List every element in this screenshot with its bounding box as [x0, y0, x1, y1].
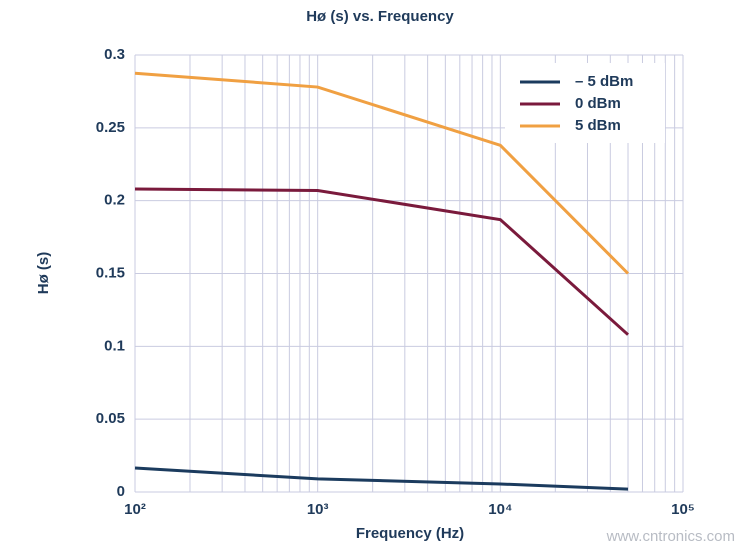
- y-tick-label: 0.1: [104, 337, 125, 354]
- legend-label: – 5 dBm: [575, 73, 633, 90]
- line: [134, 71, 630, 275]
- x-tick-label: 10²: [124, 501, 146, 518]
- line: [134, 466, 629, 491]
- legend-label: 5 dBm: [575, 117, 621, 134]
- chart-title: Hø (s) vs. Frequency: [306, 8, 454, 25]
- watermark: www.cntronics.com: [606, 528, 735, 545]
- legend-label: 0 dBm: [575, 95, 621, 112]
- y-tick-label: 0.3: [104, 46, 125, 63]
- y-tick-label: 0.25: [96, 119, 125, 136]
- y-tick-label: 0: [117, 483, 125, 500]
- x-tick-label: 10⁵: [671, 501, 695, 518]
- x-axis-label: Frequency (Hz): [356, 525, 464, 542]
- line: [134, 187, 630, 336]
- y-axis-label: Hø (s): [35, 252, 52, 295]
- y-tick-label: 0.2: [104, 192, 125, 209]
- y-tick-label: 0.05: [96, 410, 125, 427]
- y-tick-label: 0.15: [96, 264, 125, 281]
- x-tick-label: 10³: [307, 501, 329, 518]
- x-tick-label: 10⁴: [488, 501, 512, 518]
